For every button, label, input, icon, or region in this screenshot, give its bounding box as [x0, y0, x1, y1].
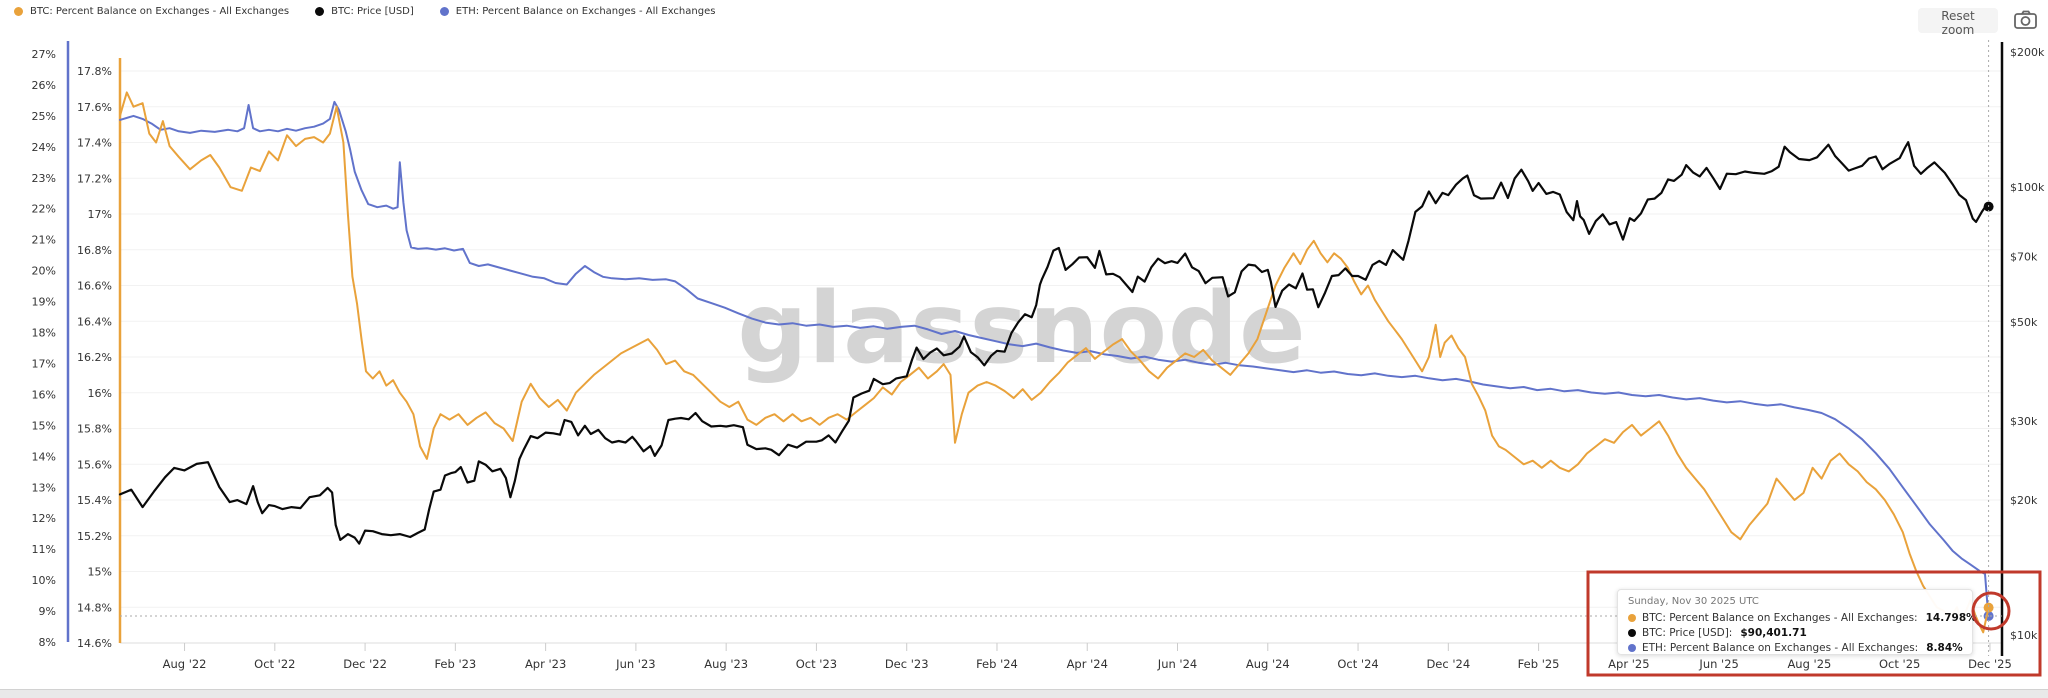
eth-axis-label: 15% — [32, 419, 56, 432]
eth-axis-label: 14% — [32, 450, 56, 463]
x-axis-label: Apr '25 — [1608, 657, 1649, 671]
eth-axis-label: 19% — [32, 296, 56, 309]
btc-percent-axis-label: 15.8% — [77, 423, 112, 436]
eth-axis-label: 25% — [32, 110, 56, 123]
x-axis-label: Oct '25 — [1879, 657, 1920, 671]
x-axis-label: Feb '25 — [1518, 657, 1560, 671]
eth-axis-label: 13% — [32, 481, 56, 494]
tooltip-row-btc-price: BTC: Price [USD]: $90,401.71 — [1628, 625, 1962, 640]
btc-percent-axis-label: 16.8% — [77, 244, 112, 257]
legend-item-label: ETH: Percent Balance on Exchanges - All … — [455, 6, 716, 17]
series-line-btc-price — [118, 141, 1990, 545]
btc-balance-dot-icon — [1628, 613, 1636, 622]
btc-price-axis-label: $70k — [2010, 250, 2038, 263]
eth-axis-label: 20% — [32, 265, 56, 278]
eth-axis-label: 8% — [39, 636, 56, 649]
btc-percent-axis-label: 14.6% — [77, 637, 112, 650]
x-axis-label: Apr '24 — [1067, 657, 1108, 671]
x-axis-label: Feb '23 — [434, 657, 476, 671]
x-axis-label: Aug '23 — [704, 657, 748, 671]
btc-price-axis-label: $20k — [2010, 494, 2038, 507]
x-axis-label: Aug '22 — [163, 657, 207, 671]
btc-percent-axis-label: 16.6% — [77, 280, 112, 293]
btc-percent-axis-label: 17% — [88, 208, 112, 221]
eth-axis-label: 16% — [32, 388, 56, 401]
x-axis-label: Dec '23 — [885, 657, 929, 671]
x-axis-label: Dec '25 — [1968, 657, 2012, 671]
x-axis-label: Dec '24 — [1426, 657, 1470, 671]
btc-percent-axis-label: 16.2% — [77, 351, 112, 364]
x-axis-label: Feb '24 — [976, 657, 1018, 671]
btc-price-axis-label: $30k — [2010, 415, 2038, 428]
btc-percent-axis-label: 17.6% — [77, 101, 112, 114]
btc-price-dot-icon — [1628, 628, 1636, 637]
camera-icon[interactable] — [2012, 9, 2040, 33]
btc-percent-axis-label: 14.8% — [77, 601, 112, 614]
eth-axis-label: 21% — [32, 234, 56, 247]
x-axis-label: Oct '23 — [796, 657, 837, 671]
btc-percent-axis-label: 15.6% — [77, 458, 112, 471]
x-axis-label: Oct '22 — [254, 657, 295, 671]
eth-axis-label: 26% — [32, 79, 56, 92]
eth-axis-label: 9% — [39, 605, 56, 618]
x-axis-label: Aug '25 — [1787, 657, 1831, 671]
btc-price-axis-label: $100k — [2010, 181, 2045, 194]
eth-balance-dot-icon — [1628, 643, 1636, 652]
eth-balance-legend-dot-icon — [439, 7, 449, 16]
btc-percent-axis-label: 17.8% — [77, 65, 112, 78]
btc-percent-axis-label: 16.4% — [77, 315, 112, 328]
tooltip-date: Sunday, Nov 30 2025 UTC — [1628, 596, 1759, 607]
eth-axis-label: 22% — [32, 203, 56, 216]
x-axis-label: Oct '24 — [1337, 657, 1378, 671]
eth-axis-label: 17% — [32, 357, 56, 370]
tooltip-row-btc-balance: BTC: Percent Balance on Exchanges - All … — [1628, 610, 1977, 625]
btc-percent-axis-label: 17.2% — [77, 172, 112, 185]
eth-axis-label: 18% — [32, 327, 56, 340]
x-axis-label: Jun '24 — [1157, 657, 1197, 671]
btc-percent-axis-label: 15% — [88, 566, 112, 579]
x-axis-label: Aug '24 — [1246, 657, 1290, 671]
bottom-edge-strip — [0, 689, 2048, 698]
eth-axis-label: 23% — [32, 172, 56, 185]
x-axis-label: Jun '23 — [615, 657, 655, 671]
x-axis-label: Dec '22 — [343, 657, 387, 671]
legend-item-label: BTC: Percent Balance on Exchanges - All … — [30, 6, 290, 17]
eth-axis-label: 27% — [32, 48, 56, 61]
legend-item-label: BTC: Price [USD] — [331, 6, 414, 17]
btc-balance-legend-dot-icon — [14, 7, 23, 16]
x-axis-label: Apr '23 — [525, 657, 566, 671]
legend-item-btc-balance[interactable]: BTC: Percent Balance on Exchanges - All … — [14, 6, 289, 17]
btc-price-axis-label: $50k — [2010, 316, 2038, 329]
btc-price-axis-label: $200k — [2010, 46, 2045, 59]
glassnode-watermark: glassnode — [737, 272, 1306, 386]
legend-item-eth-balance[interactable]: ETH: Percent Balance on Exchanges - All … — [439, 6, 716, 17]
btc-percent-axis-label: 15.2% — [77, 530, 112, 543]
btc-percent-axis-label: 17.4% — [77, 137, 112, 150]
btc-percent-axis-label: 16% — [88, 387, 112, 400]
x-axis-label: Jun '25 — [1698, 657, 1738, 671]
tooltip-row-eth-balance: ETH: Percent Balance on Exchanges - All … — [1628, 640, 1963, 655]
series-line-btc-balance — [119, 91, 1990, 634]
legend-item-btc-price[interactable]: BTC: Price [USD] — [315, 6, 414, 17]
eth-axis-label: 11% — [32, 543, 56, 556]
series-line-eth-balance — [119, 100, 1990, 617]
chart-legend: BTC: Percent Balance on Exchanges - All … — [14, 6, 715, 17]
hover-tooltip: Sunday, Nov 30 2025 UTC BTC: Percent Bal… — [1617, 589, 1977, 655]
eth-axis-label: 24% — [32, 141, 56, 154]
eth-axis-label: 10% — [32, 574, 56, 587]
reset-zoom-button[interactable]: Reset zoom — [1918, 8, 1998, 37]
eth-axis-label: 12% — [32, 512, 56, 525]
btc-price-legend-dot-icon — [315, 7, 325, 16]
btc-price-axis-label: $10k — [2010, 629, 2038, 642]
btc-percent-axis-label: 15.4% — [77, 494, 112, 507]
